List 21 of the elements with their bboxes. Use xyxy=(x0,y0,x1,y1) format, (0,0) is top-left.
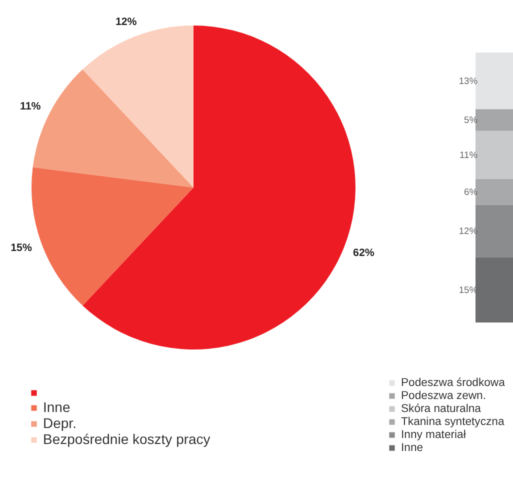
legend-label: Tkanina syntetyczna xyxy=(401,415,504,428)
data-label: 62% xyxy=(353,247,375,260)
data-label: 13% xyxy=(458,76,478,86)
data-label: 11% xyxy=(460,150,478,160)
legend-label: Bezpośrednie koszty pracy xyxy=(43,431,210,447)
bar xyxy=(476,178,513,205)
bar xyxy=(476,130,513,179)
bar xyxy=(476,257,513,322)
legend-label: Inne xyxy=(43,399,70,415)
legend-label: Podeszwa zewn. xyxy=(401,389,486,402)
legend-label: Depr. xyxy=(43,415,76,431)
legend-label: Skóra naturalna xyxy=(401,402,481,415)
data-label: 12% xyxy=(115,16,138,28)
legend-label: Inny materiał xyxy=(401,428,466,441)
bar xyxy=(476,52,513,110)
data-label: 11% xyxy=(20,100,42,113)
legend-label: Podeszwa środkowa xyxy=(401,376,505,389)
bar xyxy=(476,204,513,258)
legend-label: Inne xyxy=(401,441,424,454)
bar xyxy=(476,109,513,131)
data-label: 15% xyxy=(10,242,32,254)
